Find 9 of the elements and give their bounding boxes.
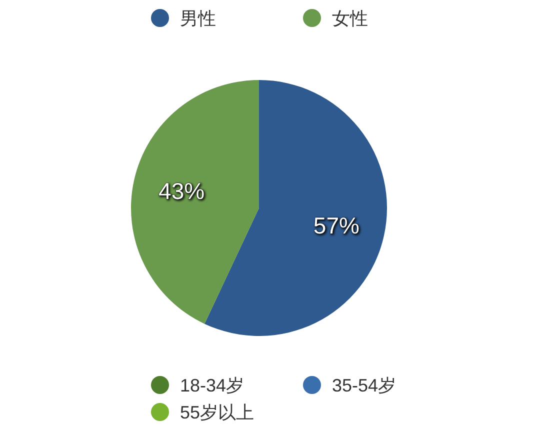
pie-slice (204, 80, 387, 336)
legend-label: 男性 (180, 8, 216, 28)
legend-label: 18-34岁 (180, 375, 244, 396)
pie-slice (131, 80, 259, 324)
legend-label: 55岁以上 (180, 402, 254, 422)
data-label: 43% (158, 178, 205, 204)
legend-label: 女性 (332, 8, 368, 28)
legend-label: 35-54岁 (332, 375, 396, 396)
data-label: 57% (313, 212, 360, 238)
